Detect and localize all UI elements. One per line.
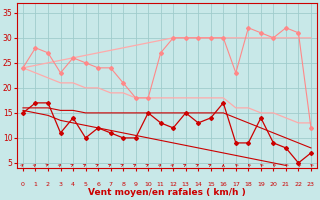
X-axis label: Vent moyen/en rafales ( km/h ): Vent moyen/en rafales ( km/h ) <box>88 188 246 197</box>
